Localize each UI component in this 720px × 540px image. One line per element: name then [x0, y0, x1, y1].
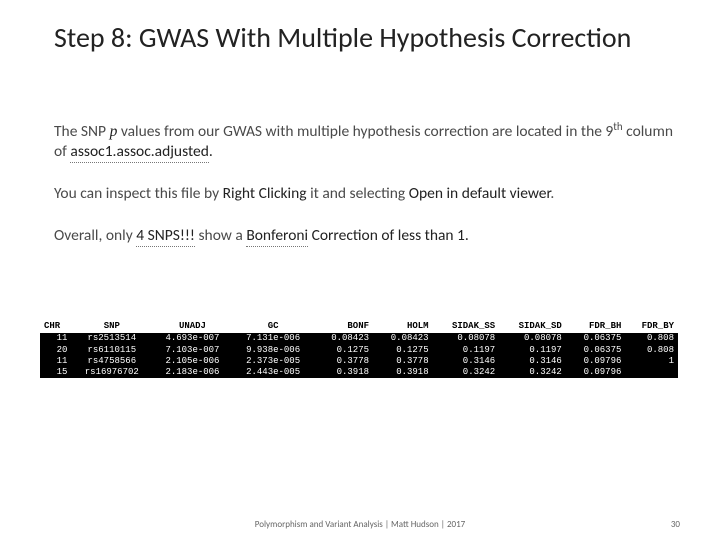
table-row: 11rs25135144.693e-0077.131e-0060.084230.… — [40, 333, 678, 344]
cell: 0.06375 — [566, 345, 626, 356]
para-1: The SNP p values from our GWAS with mult… — [54, 120, 674, 162]
para-2: You can inspect this file by Right Click… — [54, 184, 674, 204]
cell: 0.1197 — [433, 345, 500, 356]
cell: 11 — [40, 356, 71, 367]
footer-credit: Polymorphism and Variant Analysis | Matt… — [0, 519, 720, 530]
cell: 0.3146 — [499, 356, 566, 367]
cell: 0.08078 — [433, 333, 500, 344]
col-sidak_sd: SIDAK_SD — [499, 320, 566, 333]
para-3: Overall, only 4 SNPS!!! show a Bonferoni… — [54, 226, 674, 246]
col-gc: GC — [233, 320, 314, 333]
para-3-b: show a — [195, 226, 246, 245]
cell: 0.06375 — [566, 333, 626, 344]
cell: 0.3918 — [313, 367, 373, 378]
para-1-sup: th — [613, 120, 622, 133]
para-2-a: You can inspect this file by — [54, 184, 223, 203]
para-1-file: assoc1.assoc.adjusted — [70, 142, 208, 163]
slide-title: Step 8: GWAS With Multiple Hypothesis Co… — [54, 22, 660, 54]
col-bonf: BONF — [313, 320, 373, 333]
cell: 0.3242 — [499, 367, 566, 378]
cell: 2.105e-006 — [152, 356, 233, 367]
slide: Step 8: GWAS With Multiple Hypothesis Co… — [0, 0, 720, 540]
results-table-wrap: CHRSNPUNADJGCBONFHOLMSIDAK_SSSIDAK_SDFDR… — [40, 320, 678, 378]
cell: rs6110115 — [71, 345, 152, 356]
cell: 0.09796 — [566, 367, 626, 378]
cell: 0.1275 — [313, 345, 373, 356]
cell: 1 — [625, 356, 678, 367]
cell: 15 — [40, 367, 71, 378]
cell: 7.103e-007 — [152, 345, 233, 356]
cell: 0.808 — [625, 333, 678, 344]
table-header: CHRSNPUNADJGCBONFHOLMSIDAK_SSSIDAK_SDFDR… — [40, 320, 678, 333]
col-chr: CHR — [40, 320, 71, 333]
para-2-b: it and selecting — [307, 184, 409, 203]
cell: 2.443e-005 — [233, 367, 314, 378]
cell: 2.373e-005 — [233, 356, 314, 367]
cell: 0.09796 — [566, 356, 626, 367]
slide-body: The SNP p values from our GWAS with mult… — [54, 120, 674, 267]
results-table: CHRSNPUNADJGCBONFHOLMSIDAK_SSSIDAK_SDFDR… — [40, 320, 678, 378]
para-3-emph: 4 SNPS!!! — [136, 226, 195, 247]
col-unadj: UNADJ — [152, 320, 233, 333]
para-3-bonf: Bonferoni — [246, 226, 308, 247]
cell: 0.808 — [625, 345, 678, 356]
para-2-c: . — [550, 184, 554, 203]
cell: 0.3146 — [433, 356, 500, 367]
cell: 7.131e-006 — [233, 333, 314, 344]
col-snp: SNP — [71, 320, 152, 333]
table-row: 11rs47585662.105e-0062.373e-0050.37780.3… — [40, 356, 678, 367]
para-1-a: The SNP — [54, 122, 110, 141]
cell: 0.3918 — [373, 367, 433, 378]
col-sidak_ss: SIDAK_SS — [433, 320, 500, 333]
para-2-open: Open in default viewer — [409, 184, 551, 203]
cell — [625, 367, 678, 378]
cell: 20 — [40, 345, 71, 356]
para-3-c: Correction of less than 1. — [308, 226, 469, 245]
slide-footer: Polymorphism and Variant Analysis | Matt… — [0, 519, 720, 530]
cell: rs4758566 — [71, 356, 152, 367]
cell: 4.693e-007 — [152, 333, 233, 344]
cell: 2.183e-006 — [152, 367, 233, 378]
cell: 0.3778 — [313, 356, 373, 367]
page-number: 30 — [671, 519, 680, 530]
col-holm: HOLM — [373, 320, 433, 333]
table-row: 20rs61101157.103e-0079.938e-0060.12750.1… — [40, 345, 678, 356]
cell: 0.1275 — [373, 345, 433, 356]
cell: 0.3778 — [373, 356, 433, 367]
cell: 0.08078 — [499, 333, 566, 344]
para-2-rc: Right Clicking — [223, 184, 307, 203]
para-1-b: values from our GWAS with multiple hypot… — [117, 122, 613, 141]
cell: 0.08423 — [313, 333, 373, 344]
cell: 0.08423 — [373, 333, 433, 344]
cell: 11 — [40, 333, 71, 344]
table-header-row: CHRSNPUNADJGCBONFHOLMSIDAK_SSSIDAK_SDFDR… — [40, 320, 678, 333]
col-fdr_by: FDR_BY — [625, 320, 678, 333]
cell: 9.938e-006 — [233, 345, 314, 356]
cell: rs16976702 — [71, 367, 152, 378]
col-fdr_bh: FDR_BH — [566, 320, 626, 333]
para-3-a: Overall, only — [54, 226, 136, 245]
table-row: 15rs169767022.183e-0062.443e-0050.39180.… — [40, 367, 678, 378]
cell: rs2513514 — [71, 333, 152, 344]
para-1-d: . — [209, 142, 213, 161]
cell: 0.1197 — [499, 345, 566, 356]
table-body: 11rs25135144.693e-0077.131e-0060.084230.… — [40, 333, 678, 378]
cell: 0.3242 — [433, 367, 500, 378]
